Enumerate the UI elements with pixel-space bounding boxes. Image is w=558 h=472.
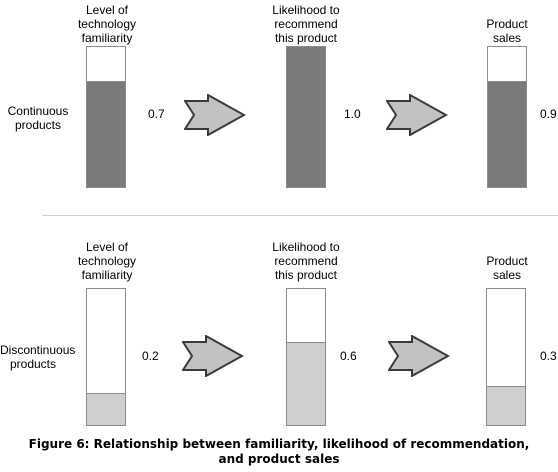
row1-label: Continuous products bbox=[7, 104, 69, 132]
row2-stage2-header: Likelihood to recommend this product bbox=[272, 240, 340, 282]
row2-stage1-fill bbox=[87, 392, 125, 425]
row2-stage1-header: Level of technology familiarity bbox=[77, 240, 137, 282]
row2-stage2-bar bbox=[286, 288, 326, 426]
row1-stage3-header: Product sales bbox=[486, 17, 528, 45]
row1-stage3-bar bbox=[487, 46, 527, 188]
row2-stage3-value: 0.3 bbox=[540, 349, 557, 363]
row2-label: Discontinuous products bbox=[0, 343, 76, 371]
row2-stage3-header: Product sales bbox=[486, 254, 528, 282]
row2-stage1-bar bbox=[86, 288, 126, 426]
row1-arrow1-icon bbox=[184, 94, 246, 136]
row2-stage3-fill bbox=[487, 385, 525, 425]
row1-stage2-bar bbox=[286, 46, 326, 188]
row2-stage2-value: 0.6 bbox=[340, 349, 357, 363]
row1-stage1-header: Level of technology familiarity bbox=[77, 3, 137, 45]
row-divider bbox=[42, 215, 558, 216]
row1-stage1-bar bbox=[86, 46, 126, 188]
row2-arrow1-icon bbox=[182, 335, 244, 377]
row1-stage3-fill bbox=[488, 81, 526, 187]
row1-stage1-value: 0.7 bbox=[148, 107, 165, 121]
row1-stage1-fill bbox=[87, 81, 125, 187]
row2-arrow2-icon bbox=[388, 335, 450, 377]
row1-stage2-header: Likelihood to recommend this product bbox=[272, 3, 340, 45]
row1-stage2-fill bbox=[287, 47, 325, 187]
row2-stage3-bar bbox=[486, 288, 526, 426]
row2-stage1-value: 0.2 bbox=[142, 349, 159, 363]
row1-arrow2-icon bbox=[386, 94, 448, 136]
row1-stage3-value: 0.9 bbox=[540, 107, 557, 121]
row1-stage2-value: 1.0 bbox=[344, 107, 361, 121]
row2-stage2-fill bbox=[287, 342, 325, 425]
figure-caption: Figure 6: Relationship between familiari… bbox=[28, 437, 530, 466]
